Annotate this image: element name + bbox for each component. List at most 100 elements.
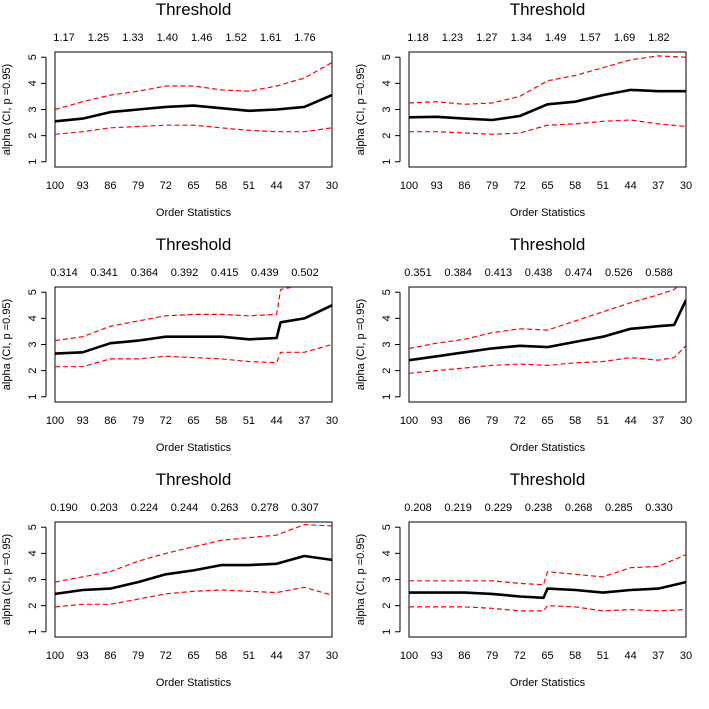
y-tick-label: 4: [381, 80, 393, 86]
top-tick-label: 1.46: [191, 32, 212, 44]
top-tick-label: 1.69: [614, 32, 635, 44]
x-tick-label: 44: [270, 650, 282, 662]
x-tick-label: 100: [46, 650, 64, 662]
y-tick-label: 1: [27, 394, 39, 400]
chart-title: Threshold: [156, 0, 232, 19]
y-tick-label: 2: [381, 133, 393, 139]
x-tick-label: 93: [77, 650, 89, 662]
y-tick-label: 1: [27, 629, 39, 635]
plot-frame: [408, 286, 687, 403]
y-tick-label: 5: [27, 54, 39, 60]
x-tick-label: 30: [680, 415, 692, 427]
y-tick-label: 4: [381, 315, 393, 321]
y-tick-label: 3: [27, 106, 39, 112]
x-tick-label: 65: [187, 415, 199, 427]
y-tick-label: 2: [27, 368, 39, 374]
x-tick-label: 37: [298, 650, 310, 662]
x-tick-label: 44: [624, 180, 636, 192]
x-tick-label: 72: [160, 650, 172, 662]
top-tick-label: 0.364: [131, 267, 159, 279]
y-tick-label: 2: [381, 368, 393, 374]
y-axis-title: alpha (CI, p =0.95): [1, 64, 13, 155]
x-tick-label: 58: [569, 415, 581, 427]
y-tick-label: 4: [381, 550, 393, 556]
chart-panel-3: Threshold 0.314 0.341 0.364 0.392 0.415 0.439 0…: [1, 235, 338, 454]
top-tick-label: 1.57: [579, 32, 600, 44]
x-tick-label: 93: [431, 415, 443, 427]
chart-title: Threshold: [510, 470, 586, 489]
x-tick-label: 30: [326, 180, 338, 192]
x-tick-label: 100: [400, 180, 418, 192]
y-tick-label: 2: [381, 603, 393, 609]
x-tick-label: 86: [104, 415, 116, 427]
top-tick-label: 0.330: [645, 502, 673, 514]
estimate-line: [55, 554, 332, 596]
x-tick-label: 30: [680, 180, 692, 192]
chart-panel-1: Threshold 1.17 1.25 1.33 1.40 1.46 1.52 1.61 1.7…: [1, 0, 338, 219]
y-axis-title: alpha (CI, p =0.95): [1, 534, 13, 625]
x-tick-label: 51: [243, 180, 255, 192]
x-tick-label: 65: [541, 180, 553, 192]
top-tick-label: 1.23: [442, 32, 463, 44]
y-tick-label: 2: [27, 133, 39, 139]
x-tick-label: 100: [400, 650, 418, 662]
top-tick-label: 1.18: [407, 32, 428, 44]
top-tick-label: 0.588: [645, 267, 673, 279]
top-tick-label: 0.224: [131, 502, 159, 514]
top-tick-label: 1.76: [294, 32, 315, 44]
top-tick-label: 0.438: [525, 267, 553, 279]
x-tick-label: 37: [298, 415, 310, 427]
top-tick-label: 1.61: [260, 32, 281, 44]
chart-panel-2: Threshold 1.18 1.23 1.27 1.34 1.49 1.57 1.69 1.8…: [355, 0, 692, 219]
y-tick-label: 4: [27, 315, 39, 321]
x-axis-title: Order Statistics: [156, 207, 232, 219]
x-tick-label: 100: [46, 180, 64, 192]
y-tick-label: 3: [27, 576, 39, 582]
ci-upper-line: [409, 55, 686, 105]
y-tick-label: 3: [27, 341, 39, 347]
x-tick-label: 93: [77, 415, 89, 427]
top-tick-label: 0.190: [50, 502, 78, 514]
top-tick-label: 0.203: [90, 502, 118, 514]
top-tick-label: 0.341: [90, 267, 118, 279]
estimate-line: [409, 88, 686, 122]
ci-lower-line: [55, 586, 332, 608]
top-tick-label: 1.82: [648, 32, 669, 44]
plot-frame: [408, 51, 687, 168]
top-tick-label: 0.219: [444, 502, 472, 514]
top-tick-label: 0.238: [525, 502, 553, 514]
x-tick-label: 37: [652, 650, 664, 662]
top-tick-label: 0.439: [251, 267, 279, 279]
top-tick-label: 1.52: [225, 32, 246, 44]
top-tick-label: 0.278: [251, 502, 279, 514]
y-tick-label: 4: [27, 550, 39, 556]
y-tick-label: 3: [381, 106, 393, 112]
x-tick-label: 79: [486, 415, 498, 427]
top-tick-label: 1.17: [53, 32, 74, 44]
top-tick-label: 1.27: [476, 32, 497, 44]
x-tick-label: 86: [458, 415, 470, 427]
y-axis-title: alpha (CI, p =0.95): [355, 299, 367, 390]
top-tick-label: 1.34: [511, 32, 532, 44]
top-tick-label: 0.413: [485, 267, 513, 279]
y-tick-label: 2: [27, 603, 39, 609]
estimate-line: [55, 304, 332, 355]
ci-upper-line: [409, 287, 678, 349]
top-tick-label: 0.314: [50, 267, 78, 279]
x-tick-label: 93: [431, 650, 443, 662]
chart-panel-4: Threshold 0.351 0.384 0.413 0.438 0.474 0.526 0…: [355, 235, 692, 454]
top-tick-label: 1.25: [88, 32, 109, 44]
x-tick-label: 86: [104, 180, 116, 192]
x-tick-label: 93: [77, 180, 89, 192]
y-tick-label: 5: [27, 524, 39, 530]
x-tick-label: 58: [215, 650, 227, 662]
x-tick-label: 51: [597, 180, 609, 192]
x-tick-label: 86: [458, 650, 470, 662]
ci-lower-line: [409, 345, 686, 374]
x-tick-label: 86: [458, 180, 470, 192]
x-tick-label: 65: [187, 650, 199, 662]
x-tick-label: 65: [541, 415, 553, 427]
x-axis-title: Order Statistics: [510, 207, 586, 219]
top-tick-label: 0.307: [291, 502, 319, 514]
